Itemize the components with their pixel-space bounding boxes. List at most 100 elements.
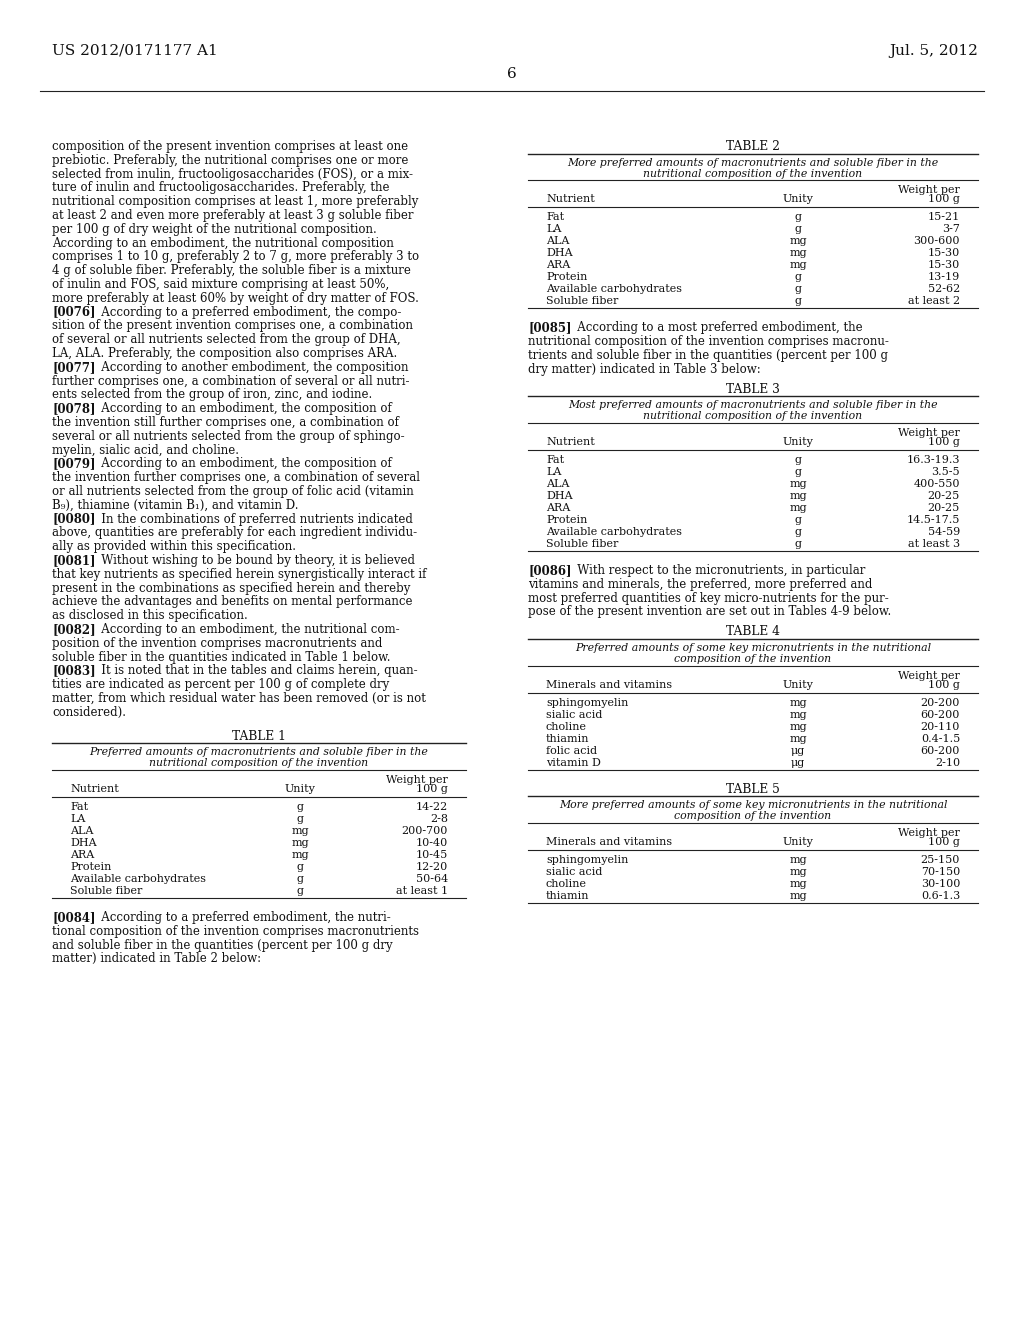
Text: at least 2 and even more preferably at least 3 g soluble fiber: at least 2 and even more preferably at l… bbox=[52, 209, 414, 222]
Text: Unity: Unity bbox=[782, 437, 813, 447]
Text: Unity: Unity bbox=[782, 194, 813, 205]
Text: sition of the present invention comprises one, a combination: sition of the present invention comprise… bbox=[52, 319, 413, 333]
Text: 15-30: 15-30 bbox=[928, 248, 961, 259]
Text: DHA: DHA bbox=[70, 838, 96, 847]
Text: sialic acid: sialic acid bbox=[546, 710, 602, 719]
Text: [0085]: [0085] bbox=[528, 321, 571, 334]
Text: ALA: ALA bbox=[70, 826, 93, 836]
Text: It is noted that in the tables and claims herein, quan-: It is noted that in the tables and claim… bbox=[90, 664, 418, 677]
Text: Preferred amounts of macronutrients and soluble fiber in the: Preferred amounts of macronutrients and … bbox=[90, 747, 428, 758]
Text: g: g bbox=[297, 803, 304, 812]
Text: matter, from which residual water has been removed (or is not: matter, from which residual water has be… bbox=[52, 692, 426, 705]
Text: mg: mg bbox=[790, 879, 807, 888]
Text: per 100 g of dry weight of the nutritional composition.: per 100 g of dry weight of the nutrition… bbox=[52, 223, 377, 236]
Text: ALA: ALA bbox=[546, 479, 569, 488]
Text: dry matter) indicated in Table 3 below:: dry matter) indicated in Table 3 below: bbox=[528, 363, 761, 376]
Text: 52-62: 52-62 bbox=[928, 284, 961, 294]
Text: at least 3: at least 3 bbox=[908, 539, 961, 549]
Text: mg: mg bbox=[790, 236, 807, 247]
Text: Protein: Protein bbox=[546, 515, 588, 525]
Text: LA: LA bbox=[546, 224, 561, 235]
Text: 100 g: 100 g bbox=[928, 437, 961, 447]
Text: Weight per: Weight per bbox=[386, 775, 449, 785]
Text: More preferred amounts of macronutrients and soluble fiber in the: More preferred amounts of macronutrients… bbox=[567, 158, 939, 168]
Text: US 2012/0171177 A1: US 2012/0171177 A1 bbox=[52, 44, 218, 58]
Text: 100 g: 100 g bbox=[928, 194, 961, 205]
Text: 300-600: 300-600 bbox=[913, 236, 961, 247]
Text: DHA: DHA bbox=[546, 248, 572, 259]
Text: achieve the advantages and benefits on mental performance: achieve the advantages and benefits on m… bbox=[52, 595, 413, 609]
Text: g: g bbox=[795, 539, 802, 549]
Text: ture of inulin and fructooligosaccharides. Preferably, the: ture of inulin and fructooligosaccharide… bbox=[52, 181, 389, 194]
Text: 50-64: 50-64 bbox=[416, 874, 449, 884]
Text: ally as provided within this specification.: ally as provided within this specificati… bbox=[52, 540, 296, 553]
Text: According to an embodiment, the nutritional com-: According to an embodiment, the nutritio… bbox=[90, 623, 399, 636]
Text: Soluble fiber: Soluble fiber bbox=[70, 886, 142, 896]
Text: LA: LA bbox=[70, 814, 85, 824]
Text: LA, ALA. Preferably, the composition also comprises ARA.: LA, ALA. Preferably, the composition als… bbox=[52, 347, 397, 360]
Text: Available carbohydrates: Available carbohydrates bbox=[70, 874, 206, 884]
Text: μg: μg bbox=[791, 746, 805, 755]
Text: mg: mg bbox=[790, 503, 807, 513]
Text: prebiotic. Preferably, the nutritional comprises one or more: prebiotic. Preferably, the nutritional c… bbox=[52, 154, 409, 166]
Text: 60-200: 60-200 bbox=[921, 746, 961, 755]
Text: mg: mg bbox=[790, 734, 807, 743]
Text: ALA: ALA bbox=[546, 236, 569, 247]
Text: [0077]: [0077] bbox=[52, 360, 95, 374]
Text: [0080]: [0080] bbox=[52, 512, 95, 525]
Text: Without wishing to be bound by theory, it is believed: Without wishing to be bound by theory, i… bbox=[90, 554, 415, 568]
Text: According to an embodiment, the nutritional composition: According to an embodiment, the nutritio… bbox=[52, 236, 394, 249]
Text: sialic acid: sialic acid bbox=[546, 867, 602, 876]
Text: 0.4-1.5: 0.4-1.5 bbox=[921, 734, 961, 743]
Text: [0076]: [0076] bbox=[52, 306, 95, 318]
Text: Protein: Protein bbox=[70, 862, 112, 873]
Text: Nutrient: Nutrient bbox=[546, 194, 595, 205]
Text: further comprises one, a combination of several or all nutri-: further comprises one, a combination of … bbox=[52, 375, 410, 388]
Text: According to a preferred embodiment, the nutri-: According to a preferred embodiment, the… bbox=[90, 911, 391, 924]
Text: g: g bbox=[795, 455, 802, 465]
Text: g: g bbox=[795, 527, 802, 537]
Text: 14.5-17.5: 14.5-17.5 bbox=[906, 515, 961, 525]
Text: [0086]: [0086] bbox=[528, 564, 571, 577]
Text: [0083]: [0083] bbox=[52, 664, 95, 677]
Text: 20-25: 20-25 bbox=[928, 503, 961, 513]
Text: 20-200: 20-200 bbox=[921, 697, 961, 708]
Text: the invention further comprises one, a combination of several: the invention further comprises one, a c… bbox=[52, 471, 420, 484]
Text: g: g bbox=[795, 224, 802, 235]
Text: present in the combinations as specified herein and thereby: present in the combinations as specified… bbox=[52, 582, 411, 594]
Text: and soluble fiber in the quantities (percent per 100 g dry: and soluble fiber in the quantities (per… bbox=[52, 939, 392, 952]
Text: sphingomyelin: sphingomyelin bbox=[546, 697, 629, 708]
Text: mg: mg bbox=[790, 710, 807, 719]
Text: 10-45: 10-45 bbox=[416, 850, 449, 861]
Text: Jul. 5, 2012: Jul. 5, 2012 bbox=[889, 44, 978, 58]
Text: TABLE 1: TABLE 1 bbox=[232, 730, 286, 743]
Text: comprises 1 to 10 g, preferably 2 to 7 g, more preferably 3 to: comprises 1 to 10 g, preferably 2 to 7 g… bbox=[52, 251, 419, 264]
Text: According to a preferred embodiment, the compo-: According to a preferred embodiment, the… bbox=[90, 306, 401, 318]
Text: position of the invention comprises macronutrients and: position of the invention comprises macr… bbox=[52, 636, 382, 649]
Text: mg: mg bbox=[790, 891, 807, 902]
Text: g: g bbox=[297, 874, 304, 884]
Text: several or all nutrients selected from the group of sphingo-: several or all nutrients selected from t… bbox=[52, 430, 404, 442]
Text: Weight per: Weight per bbox=[898, 828, 961, 838]
Text: [0084]: [0084] bbox=[52, 911, 95, 924]
Text: Unity: Unity bbox=[782, 837, 813, 847]
Text: LA: LA bbox=[546, 467, 561, 477]
Text: thiamin: thiamin bbox=[546, 734, 590, 743]
Text: Weight per: Weight per bbox=[898, 428, 961, 438]
Text: g: g bbox=[297, 862, 304, 873]
Text: ARA: ARA bbox=[546, 503, 570, 513]
Text: 70-150: 70-150 bbox=[921, 867, 961, 876]
Text: ARA: ARA bbox=[546, 260, 570, 271]
Text: composition of the invention: composition of the invention bbox=[675, 812, 831, 821]
Text: mg: mg bbox=[292, 838, 309, 847]
Text: Available carbohydrates: Available carbohydrates bbox=[546, 284, 682, 294]
Text: 2-8: 2-8 bbox=[430, 814, 449, 824]
Text: 20-110: 20-110 bbox=[921, 722, 961, 731]
Text: g: g bbox=[795, 213, 802, 222]
Text: Protein: Protein bbox=[546, 272, 588, 282]
Text: According to an embodiment, the composition of: According to an embodiment, the composit… bbox=[90, 403, 392, 416]
Text: Minerals and vitamins: Minerals and vitamins bbox=[546, 837, 672, 847]
Text: Soluble fiber: Soluble fiber bbox=[546, 539, 618, 549]
Text: 6: 6 bbox=[507, 67, 517, 81]
Text: Unity: Unity bbox=[285, 784, 315, 795]
